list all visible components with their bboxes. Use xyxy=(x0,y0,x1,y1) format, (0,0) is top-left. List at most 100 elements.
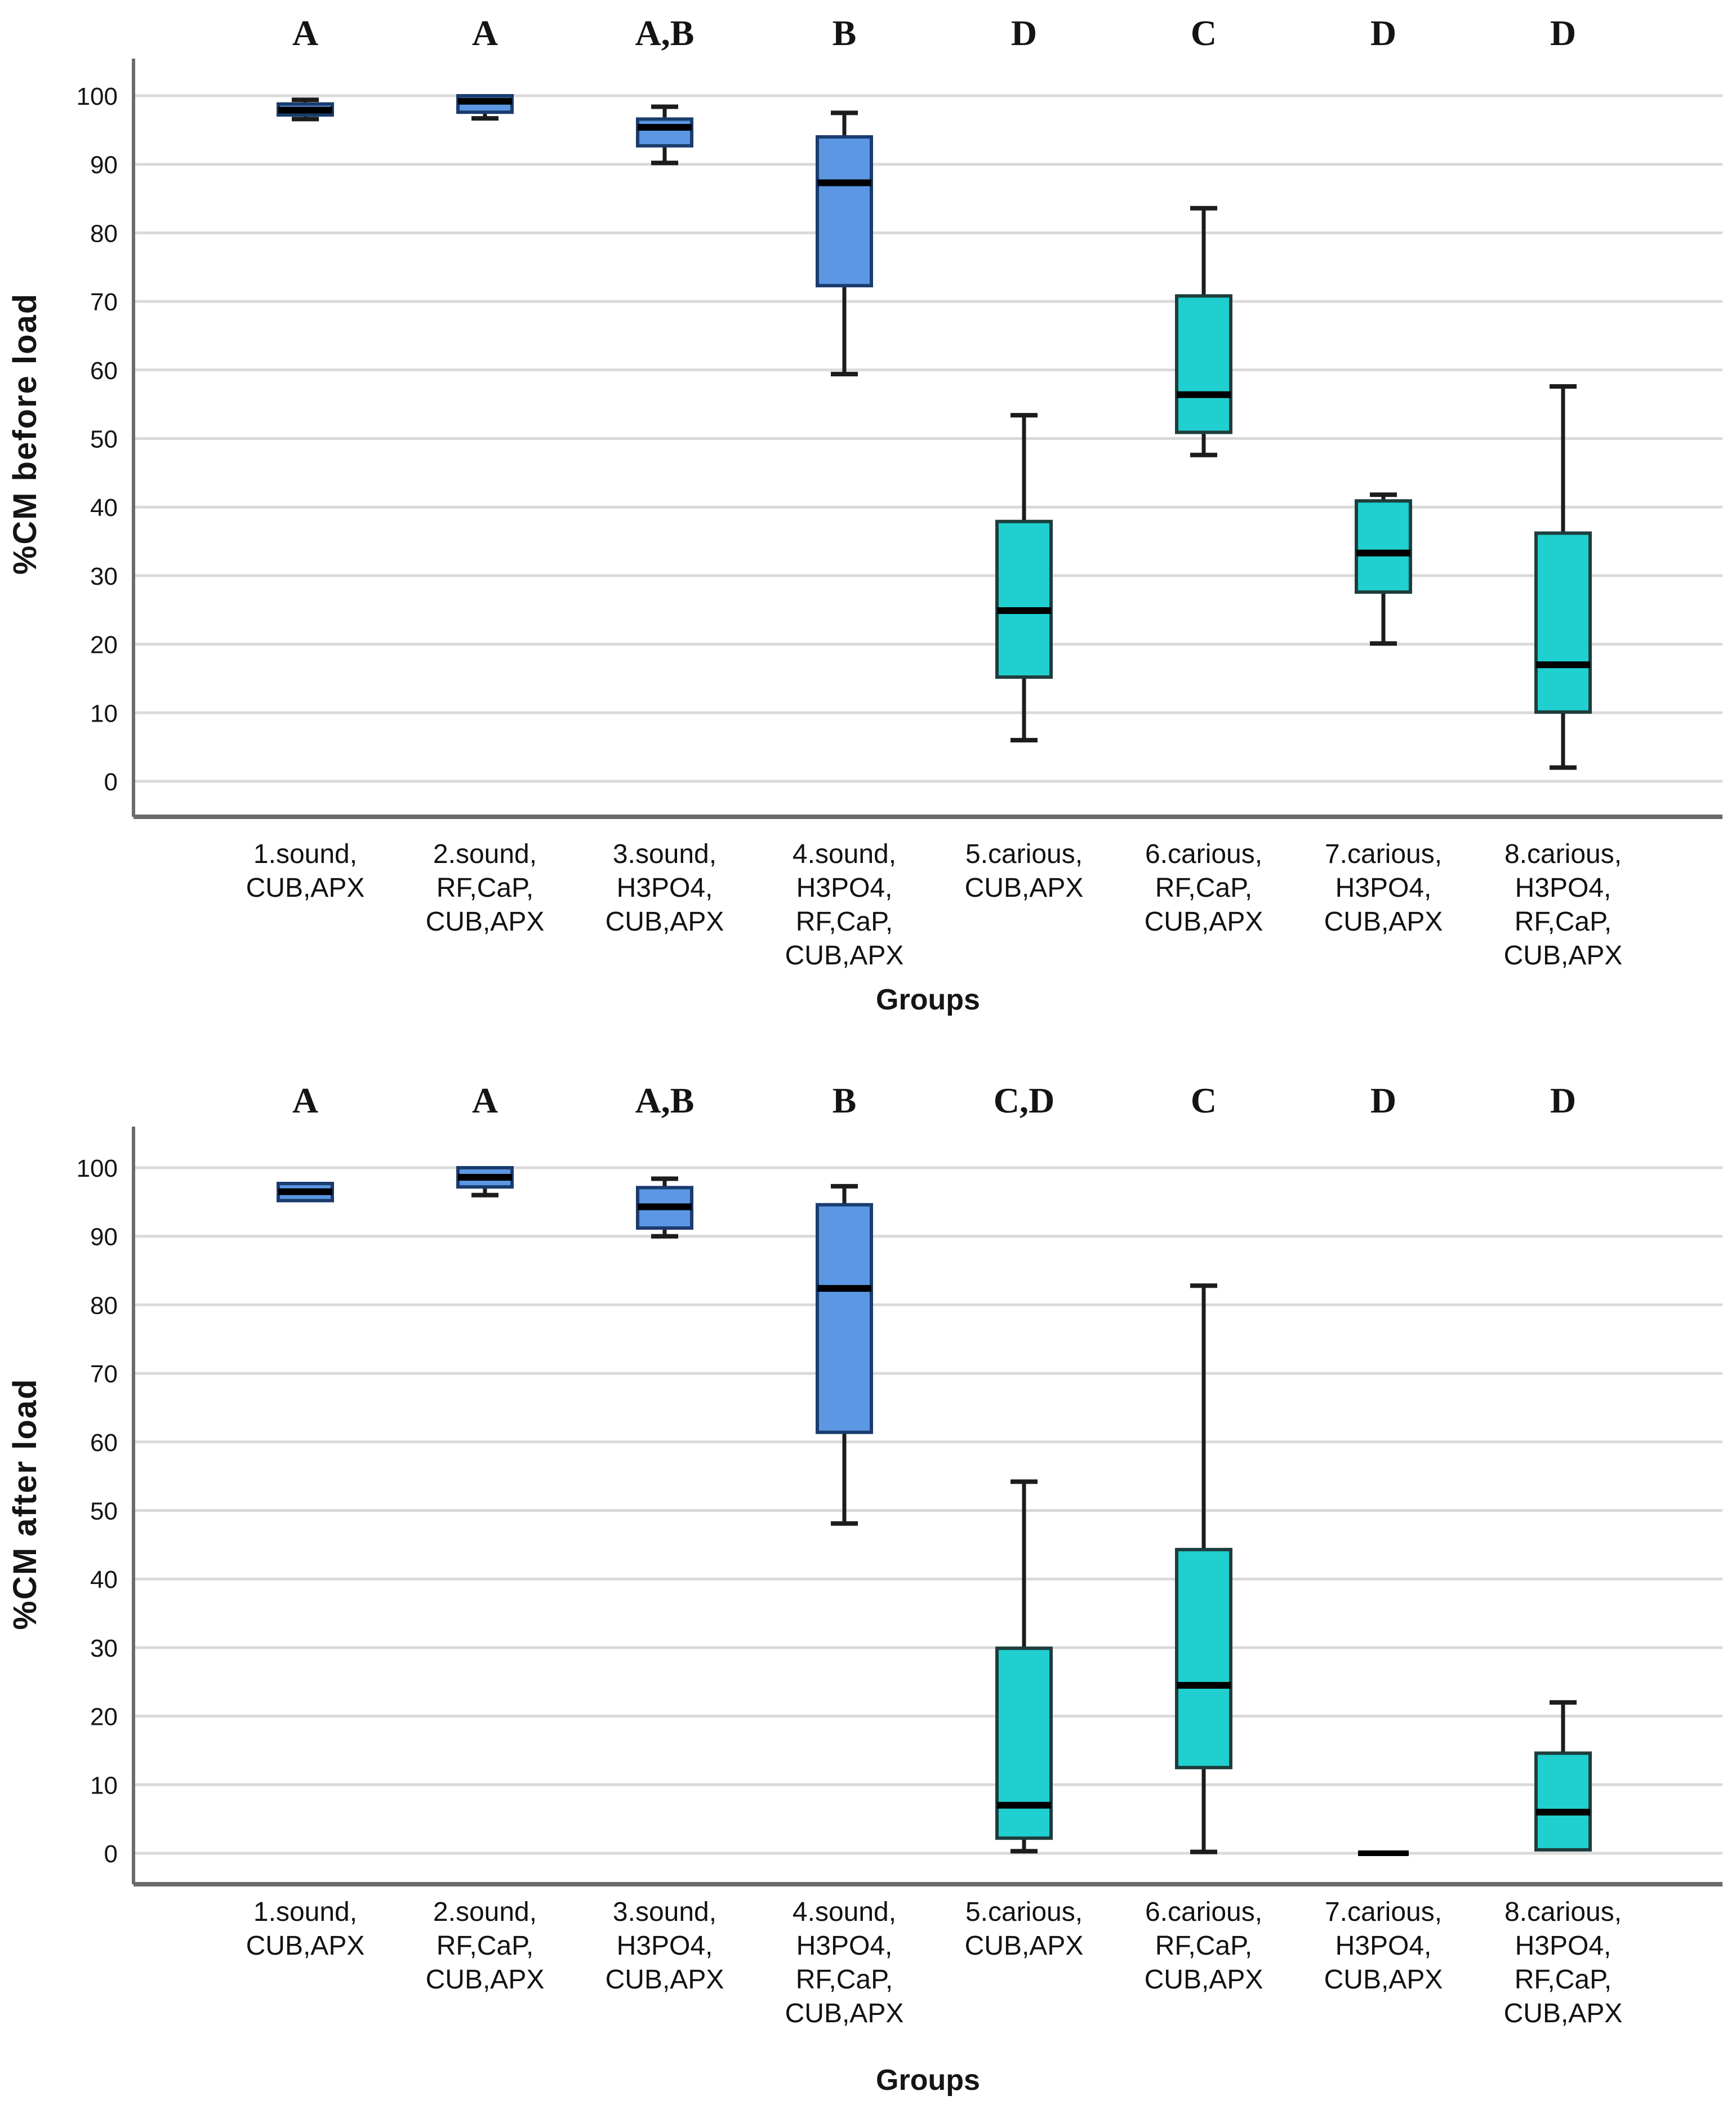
significance-letter-7: D xyxy=(1370,1080,1396,1120)
significance-letter-7: D xyxy=(1370,13,1396,53)
iqr-box xyxy=(1175,294,1232,434)
box-group-8 xyxy=(1534,384,1592,770)
category-label-1: 1.sound, xyxy=(253,1897,357,1927)
significance-letter-8: D xyxy=(1550,1080,1576,1120)
category-label-7: CUB,APX xyxy=(1324,907,1443,937)
y-tick-label-10: 10 xyxy=(90,1772,118,1799)
category-label-5: 5.carious, xyxy=(965,1897,1083,1927)
x-axis-title: Groups xyxy=(876,2064,980,2097)
box-group-6 xyxy=(1175,206,1232,457)
significance-letter-5: C,D xyxy=(994,1080,1054,1120)
box-group-3 xyxy=(636,1176,693,1239)
y-tick-label-0: 0 xyxy=(104,768,118,796)
significance-letter-2: A xyxy=(472,1080,498,1120)
category-label-2: RF,CaP, xyxy=(437,873,534,903)
category-label-7: H3PO4, xyxy=(1336,1931,1432,1961)
category-label-2: CUB,APX xyxy=(426,907,545,937)
category-label-7: H3PO4, xyxy=(1336,873,1432,903)
iqr-box xyxy=(995,519,1053,679)
category-label-3: 3.sound, xyxy=(613,839,716,869)
box-group-3 xyxy=(636,104,693,166)
category-label-8: CUB,APX xyxy=(1504,1999,1623,2028)
category-label-5: CUB,APX xyxy=(965,1931,1084,1961)
box-group-2 xyxy=(456,94,514,121)
category-label-7: CUB,APX xyxy=(1324,1965,1443,1995)
category-label-3: H3PO4, xyxy=(617,1931,713,1961)
y-tick-label-50: 50 xyxy=(90,1498,118,1525)
boxplot-before-load: 0 10 20 30 40 50 60 70 80 90 100 A A A,B B D C D D 1.sound,… xyxy=(7,13,1722,1016)
category-label-1: CUB,APX xyxy=(246,1931,365,1961)
iqr-box xyxy=(995,1647,1053,1840)
category-label-8: RF,CaP, xyxy=(1515,1965,1612,1995)
significance-letter-6: C xyxy=(1191,1080,1217,1120)
y-tick-label-90: 90 xyxy=(90,152,118,179)
category-label-4: 4.sound, xyxy=(793,839,896,869)
category-label-6: RF,CaP, xyxy=(1155,873,1253,903)
iqr-box xyxy=(816,135,873,288)
y-tick-label-20: 20 xyxy=(90,1703,118,1731)
category-label-8: H3PO4, xyxy=(1515,1931,1612,1961)
iqr-box xyxy=(1534,531,1592,714)
iqr-box xyxy=(1175,1547,1232,1769)
y-tick-label-60: 60 xyxy=(90,357,118,385)
significance-letter-5: D xyxy=(1011,13,1037,53)
category-label-5: CUB,APX xyxy=(965,873,1084,903)
category-label-3: H3PO4, xyxy=(617,873,713,903)
category-label-8: 8.carious, xyxy=(1504,839,1622,869)
category-label-3: CUB,APX xyxy=(606,1965,724,1995)
x-axis-title: Groups xyxy=(876,984,980,1016)
category-label-6: 6.carious, xyxy=(1145,839,1262,869)
category-label-4: H3PO4, xyxy=(796,873,893,903)
category-label-2: 2.sound, xyxy=(433,1897,537,1927)
significance-letter-3: A,B xyxy=(635,13,695,53)
significance-letter-6: C xyxy=(1191,13,1217,53)
box-group-8 xyxy=(1534,1700,1592,1852)
y-tick-label-40: 40 xyxy=(90,494,118,522)
category-label-4: H3PO4, xyxy=(796,1931,893,1961)
box-group-2 xyxy=(456,1166,514,1198)
box-group-5 xyxy=(995,413,1053,742)
box-group-1 xyxy=(277,97,334,122)
y-tick-label-100: 100 xyxy=(77,83,118,110)
category-label-8: 8.carious, xyxy=(1504,1897,1622,1927)
y-tick-label-90: 90 xyxy=(90,1223,118,1251)
category-label-4: RF,CaP, xyxy=(796,907,893,937)
significance-letter-8: D xyxy=(1550,13,1576,53)
y-tick-label-30: 30 xyxy=(90,1635,118,1662)
box-group-4 xyxy=(816,110,873,377)
category-label-3: 3.sound, xyxy=(613,1897,716,1927)
category-label-4: 4.sound, xyxy=(793,1897,896,1927)
significance-letter-4: B xyxy=(833,13,857,53)
box-group-1 xyxy=(277,1181,334,1203)
box-group-7 xyxy=(1355,492,1412,646)
y-tick-label-70: 70 xyxy=(90,1360,118,1388)
y-tick-label-30: 30 xyxy=(90,563,118,590)
category-label-1: CUB,APX xyxy=(246,873,365,903)
category-label-1: 1.sound, xyxy=(253,839,357,869)
category-label-2: CUB,APX xyxy=(426,1965,545,1995)
y-tick-label-60: 60 xyxy=(90,1429,118,1457)
category-label-8: H3PO4, xyxy=(1515,873,1612,903)
y-tick-label-40: 40 xyxy=(90,1566,118,1594)
iqr-box xyxy=(636,117,693,148)
y-tick-label-80: 80 xyxy=(90,220,118,247)
y-tick-label-50: 50 xyxy=(90,426,118,453)
category-label-8: CUB,APX xyxy=(1504,941,1623,971)
category-label-2: RF,CaP, xyxy=(437,1931,534,1961)
category-label-5: 5.carious, xyxy=(965,839,1083,869)
iqr-box xyxy=(1534,1751,1592,1852)
iqr-box xyxy=(1355,499,1412,594)
box-group-4 xyxy=(816,1183,873,1526)
category-label-4: CUB,APX xyxy=(785,941,904,971)
significance-letter-1: A xyxy=(292,13,318,53)
y-axis-title: %CM before load xyxy=(7,293,43,575)
significance-letter-4: B xyxy=(833,1080,857,1120)
significance-letter-2: A xyxy=(472,13,498,53)
box-group-5 xyxy=(995,1479,1053,1854)
significance-letter-3: A,B xyxy=(635,1080,695,1120)
y-tick-label-20: 20 xyxy=(90,631,118,659)
y-tick-label-80: 80 xyxy=(90,1292,118,1319)
iqr-box xyxy=(816,1203,873,1434)
category-label-6: 6.carious, xyxy=(1145,1897,1262,1927)
